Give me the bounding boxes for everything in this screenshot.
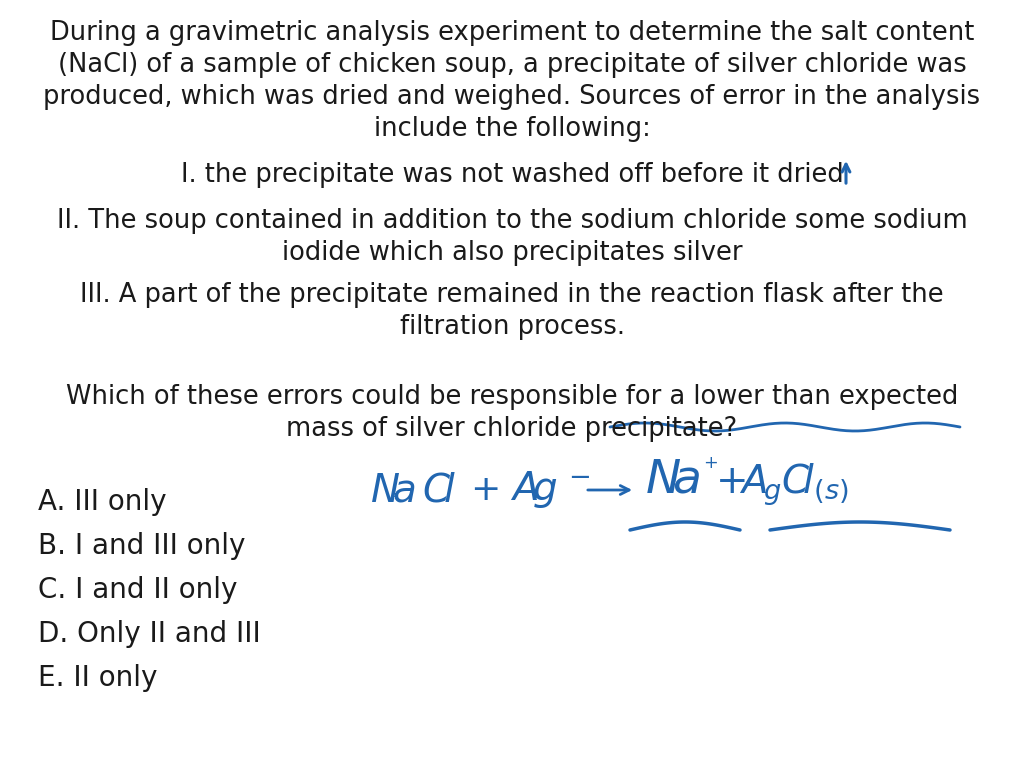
Text: B. I and III only: B. I and III only xyxy=(38,532,246,560)
Text: D. Only II and III: D. Only II and III xyxy=(38,620,261,648)
Text: mass of silver chloride precipitate?: mass of silver chloride precipitate? xyxy=(287,416,737,442)
Text: $\it{N}\!a\,\it{C}\!l$: $\it{N}\!a\,\it{C}\!l$ xyxy=(370,471,457,509)
Text: $\it{A}\!g^{\,-}$: $\it{A}\!g^{\,-}$ xyxy=(510,469,591,511)
Text: produced, which was dried and weighed. Sources of error in the analysis: produced, which was dried and weighed. S… xyxy=(43,84,981,110)
Text: During a gravimetric analysis experiment to determine the salt content: During a gravimetric analysis experiment… xyxy=(50,20,974,46)
Text: Which of these errors could be responsible for a lower than expected: Which of these errors could be responsib… xyxy=(66,384,958,410)
Text: I. the precipitate was not washed off before it dried: I. the precipitate was not washed off be… xyxy=(180,162,844,188)
Text: iodide which also precipitates silver: iodide which also precipitates silver xyxy=(282,240,742,266)
Text: E. II only: E. II only xyxy=(38,664,158,692)
Text: $+$: $+$ xyxy=(470,473,499,507)
Text: II. The soup contained in addition to the sodium chloride some sodium: II. The soup contained in addition to th… xyxy=(56,208,968,234)
Text: C. I and II only: C. I and II only xyxy=(38,576,238,604)
Text: filtration process.: filtration process. xyxy=(399,314,625,340)
Text: III. A part of the precipitate remained in the reaction flask after the: III. A part of the precipitate remained … xyxy=(80,282,944,308)
Text: include the following:: include the following: xyxy=(374,116,650,142)
Text: A. III only: A. III only xyxy=(38,488,167,516)
Text: $+\!\it{A}_{\!g}\it{C}\!l_{(s)}$: $+\!\it{A}_{\!g}\it{C}\!l_{(s)}$ xyxy=(715,462,849,508)
Text: $^+$: $^+$ xyxy=(700,458,719,482)
Text: (NaCl) of a sample of chicken soup, a precipitate of silver chloride was: (NaCl) of a sample of chicken soup, a pr… xyxy=(57,52,967,78)
Text: $\it{N}\!a$: $\it{N}\!a$ xyxy=(645,458,700,502)
